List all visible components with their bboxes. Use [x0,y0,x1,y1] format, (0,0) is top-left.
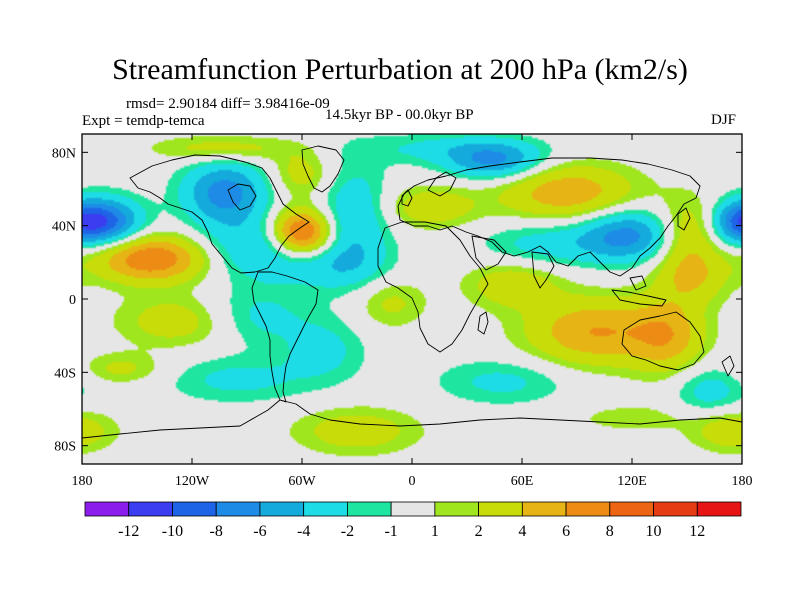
colorbar-label: -1 [384,523,397,540]
colorbar-label: -8 [210,523,223,540]
coastline-africa [377,221,489,353]
colorbar-box [521,501,567,517]
colorbar-box [172,501,217,517]
colorbar-labels: -12 -10 -8 -6 -4 -2 -1 1 2 4 6 8 10 12 [118,523,705,540]
coastline-eurasia [397,157,701,277]
colorbar-label: -4 [297,523,310,540]
colorbar-box [390,501,436,517]
coastline-new-zealand [721,355,735,377]
coastline-scandinavia [427,171,457,197]
x-tick-label: 180 [72,474,93,489]
x-tick-label: 60E [511,474,534,489]
period-label: 14.5kyr BP - 00.0kyr BP [325,107,474,123]
colorbar-label: 2 [475,523,483,540]
y-tick-label: 80S [54,440,76,455]
colorbar-label: 4 [518,523,526,540]
colorbar-box [478,501,523,517]
colorbar-box [434,501,480,517]
coastline-japan [677,207,691,231]
colorbar-box [259,501,305,517]
colorbar-box [303,501,348,517]
colorbar-box [609,501,654,517]
y-tick-label: 80N [52,146,76,161]
coastline-madagascar [477,311,489,335]
colorbar-label: 1 [431,523,439,540]
coastline-greenland [301,145,345,193]
colorbar-label: 12 [689,523,705,540]
colorbar-box [696,501,742,517]
x-tick-label: 180 [732,474,753,489]
x-tick-label: 0 [409,474,416,489]
coastline-north-america [129,154,310,274]
colorbar-label: -2 [341,523,354,540]
x-tick-label: 60W [288,474,316,489]
x-axis: 180 120W 60W 0 60E 120E 180 [72,134,753,489]
colorbar-box [565,501,611,517]
coastline-antarctica [81,399,743,439]
coastline-indonesia [611,289,667,307]
colorbar-label: -10 [162,523,183,540]
x-tick-label: 120W [175,474,210,489]
coastline-south-america [251,271,319,403]
colorbar-label: 6 [562,523,570,540]
y-axis: 80N 40N 0 40S 80S [52,146,742,455]
colorbar-label: 8 [606,523,614,540]
x-tick-label: 120E [617,474,647,489]
colorbar-box [128,501,173,517]
coastlines [81,145,743,439]
colorbar-box [84,501,130,517]
colorbar-box [215,501,261,517]
chart-title: Streamfunction Perturbation at 200 hPa (… [112,53,688,86]
colorbar-label: -12 [118,523,139,540]
coastline-borneo [629,275,647,291]
coastline-australia [621,311,705,371]
colorbar-box [346,501,392,517]
y-tick-label: 0 [69,293,76,308]
colorbar-box [653,501,698,517]
y-tick-label: 40N [52,220,76,235]
coastline-india [531,251,555,289]
colorbar-boxes [84,501,742,517]
season-label: DJF [711,112,737,128]
coastline-britain [401,189,413,207]
coastline-hudson-bay [227,183,257,211]
stats-label: rmsd= 2.90184 diff= 3.98416e-09 [126,96,330,112]
colorbar-label: 10 [646,523,662,540]
coastline-arabia [471,235,507,271]
y-tick-label: 40S [54,366,76,381]
experiment-label: Expt = temdp-temca [82,113,205,129]
colorbar-label: -6 [253,523,266,540]
